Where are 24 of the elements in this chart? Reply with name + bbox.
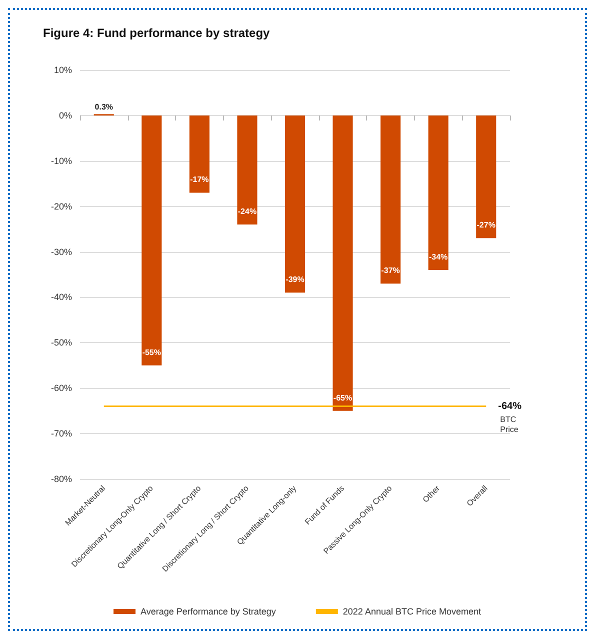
legend-label: Average Performance by Strategy (140, 606, 276, 616)
data-label: -17% (190, 175, 209, 184)
y-tick-label: -80% (50, 474, 72, 484)
data-label: -24% (238, 207, 257, 216)
y-tick-label: -50% (50, 338, 72, 348)
legend-label: 2022 Annual BTC Price Movement (342, 606, 482, 616)
y-tick-label: -20% (50, 201, 72, 212)
y-tick-label: -40% (50, 292, 72, 302)
data-label: -39% (286, 275, 304, 284)
y-tick-label: -30% (50, 246, 72, 257)
annotation: BTC Price (500, 414, 519, 434)
data-label: -55% (142, 348, 162, 357)
data-label: -37% (381, 266, 400, 276)
data-label: -65% (333, 393, 352, 402)
data-label: -27% (476, 220, 496, 230)
y-tick-label: 10% (54, 65, 72, 75)
y-tick-label: 0% (58, 110, 72, 120)
data-label: -34% (428, 252, 448, 262)
chart-title: Figure 4: Fund performance by strategy (43, 26, 270, 40)
y-tick-label: -60% (50, 383, 72, 394)
y-tick-label: -70% (50, 428, 72, 439)
data-label: 0.3% (94, 102, 114, 112)
data-label: -64% (498, 400, 522, 412)
y-tick-label: -10% (50, 156, 72, 166)
